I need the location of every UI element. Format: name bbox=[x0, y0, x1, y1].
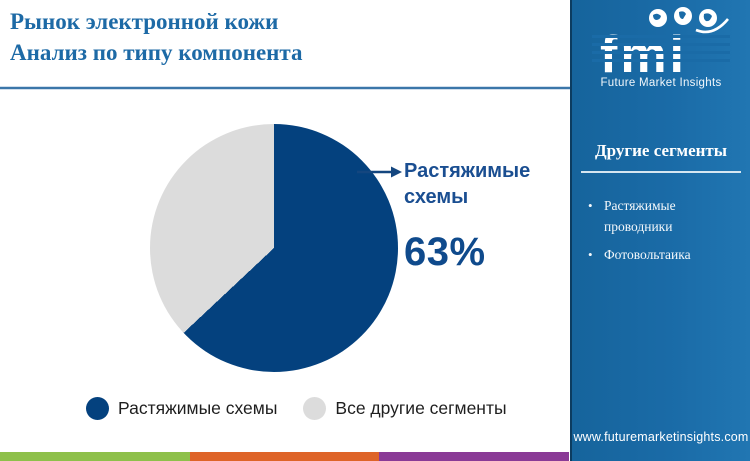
callout-label-line2: схемы bbox=[404, 186, 469, 208]
legend-item-stretchable-circuits: Растяжимые схемы bbox=[86, 397, 277, 420]
legend-item-all-other-segments: Все другие сегменты bbox=[303, 397, 507, 420]
pie-callout: Растяжимые схемы 63% bbox=[404, 158, 554, 275]
pie-chart bbox=[150, 124, 398, 372]
stripe-green bbox=[0, 452, 190, 461]
chart-legend: Растяжимые схемы Все другие сегменты bbox=[86, 397, 507, 420]
callout-label-line1: Растяжимые bbox=[404, 160, 531, 182]
stripe-orange bbox=[190, 452, 379, 461]
callout-label: Растяжимые схемы bbox=[404, 158, 554, 210]
sidebar: fmi Future Market Insights Другие сегмен… bbox=[570, 0, 750, 461]
legend-label: Все другие сегменты bbox=[335, 398, 507, 418]
footer-stripes bbox=[0, 452, 569, 461]
sidebar-heading-underline bbox=[581, 171, 741, 173]
other-segments-list: Растяжимые проводники Фотовольтаика bbox=[572, 195, 750, 265]
list-item: Фотовольтаика bbox=[588, 244, 742, 265]
legend-label: Растяжимые схемы bbox=[118, 398, 278, 418]
legend-swatch-blue bbox=[86, 397, 109, 420]
title-underline bbox=[0, 87, 570, 89]
legend-swatch-gray bbox=[303, 397, 327, 420]
stripe-purple bbox=[379, 452, 569, 461]
fmi-logo-subtitle: Future Market Insights bbox=[600, 77, 722, 89]
callout-value: 63% bbox=[404, 230, 486, 274]
list-item: Растяжимые проводники bbox=[588, 195, 742, 237]
page-title: Рынок электронной кожи Анализ по типу ко… bbox=[10, 6, 303, 68]
fmi-logo-mark: fmi bbox=[592, 7, 730, 84]
page-title-line2: Анализ по типу компонента bbox=[10, 40, 303, 65]
sidebar-heading: Другие сегменты bbox=[594, 141, 728, 160]
callout-arrow-icon bbox=[357, 166, 402, 178]
fmi-logo: fmi Future Market Insights bbox=[572, 6, 750, 89]
website-url: www.futuremarketinsights.com bbox=[573, 430, 749, 444]
page-title-line1: Рынок электронной кожи bbox=[10, 9, 279, 34]
